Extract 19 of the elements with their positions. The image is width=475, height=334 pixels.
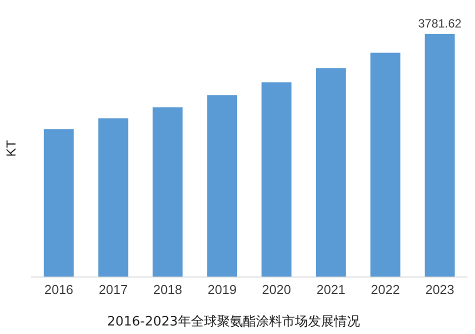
data-label: 3781.62 [418,16,462,30]
bar [370,52,400,277]
bar [44,129,74,277]
bar [207,95,238,277]
x-tick-label: 2022 [370,282,400,298]
x-tick-label: 2020 [262,282,291,298]
x-tick-label: 2019 [208,282,237,298]
y-axis-title: KT [3,140,18,157]
x-tick-label: 2018 [153,282,182,298]
bar [424,34,455,277]
x-tick-label: 2021 [316,282,346,298]
bar [152,107,183,277]
x-tick-label: 2016 [44,282,74,298]
text: 2016-2023年全球聚氨酯涂料市场发展情况 [107,314,360,330]
bar [316,68,346,277]
bar [98,118,128,277]
bar [262,82,292,277]
x-tick-label: 2017 [98,282,128,298]
x-tick-label: 2023 [425,282,454,298]
